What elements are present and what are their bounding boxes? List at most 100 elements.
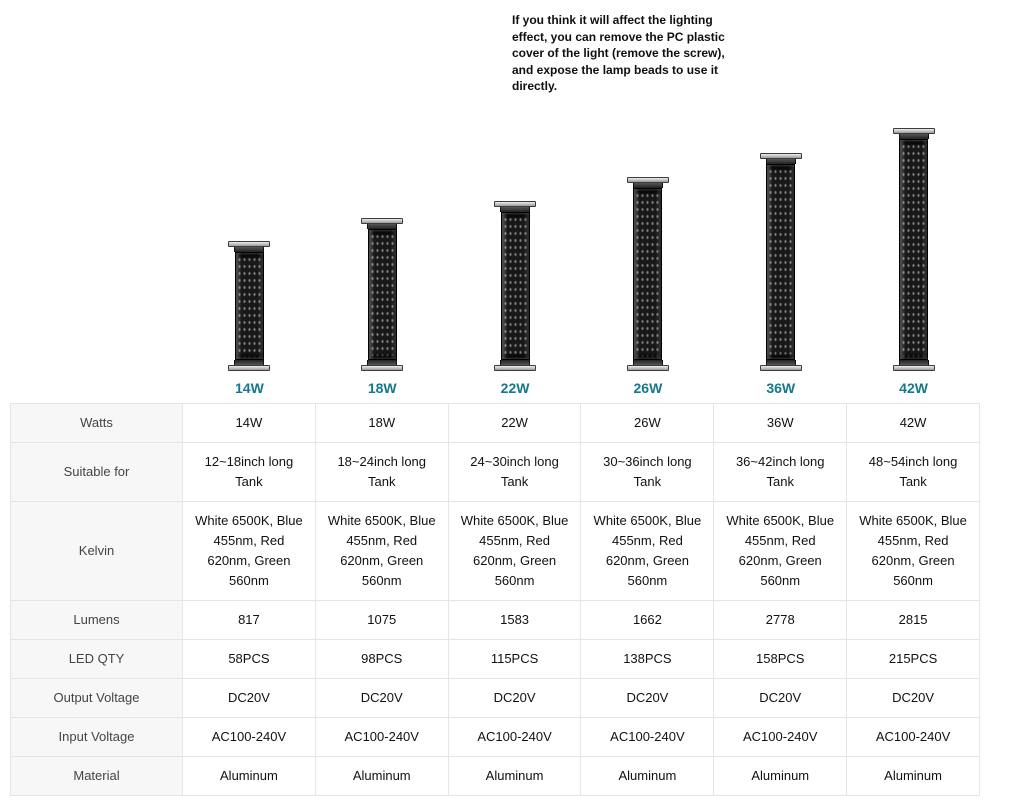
- spec-cell: 1075: [314, 600, 449, 640]
- spec-cell: 14W: [182, 403, 316, 443]
- bottom-bracket-icon: [228, 365, 271, 371]
- spec-cell: 18W: [314, 403, 449, 443]
- spec-cell: 18~24inch long Tank: [314, 442, 449, 502]
- row-header: Lumens: [10, 600, 183, 640]
- table-row: Output Voltage DC20V DC20V DC20V DC20V DC20V D…: [10, 678, 980, 718]
- spec-cell: Aluminum: [447, 756, 582, 796]
- wattage-label: 22W: [500, 380, 530, 396]
- table-row: Lumens 817 1075 1583 1662 2778 2815: [10, 600, 980, 640]
- note-text: If you think it will affect the lighting…: [512, 13, 725, 93]
- row-header: Input Voltage: [10, 717, 183, 757]
- spec-cell: AC100-240V: [580, 717, 715, 757]
- spec-cell: 36~42inch long Tank: [713, 442, 848, 502]
- led-light-image: [361, 218, 404, 371]
- product-column: 26W: [581, 118, 714, 398]
- led-light-image: [494, 201, 537, 371]
- top-stem-icon: [234, 247, 265, 252]
- led-light-image: [228, 241, 271, 371]
- spec-cell: White 6500K, Blue 455nm, Red 620nm, Gree…: [314, 501, 449, 601]
- bottom-stem-icon: [898, 360, 929, 365]
- spec-cell: 138PCS: [580, 639, 715, 679]
- bottom-stem-icon: [632, 360, 663, 365]
- top-bracket-icon: [759, 153, 802, 159]
- spec-cell: DC20V: [846, 678, 980, 718]
- bottom-stem-icon: [367, 360, 398, 365]
- top-stem-icon: [898, 134, 929, 139]
- row-header: Watts: [10, 403, 183, 443]
- led-light-image: [759, 153, 802, 371]
- spec-cell: AC100-240V: [182, 717, 316, 757]
- spec-cell: 158PCS: [713, 639, 848, 679]
- top-bracket-icon: [626, 177, 669, 183]
- spec-cell: 42W: [846, 403, 980, 443]
- lamp-body-icon: [234, 252, 264, 360]
- spec-cell: 817: [182, 600, 316, 640]
- table-row: Watts 14W 18W 22W 26W 36W 42W: [10, 403, 980, 443]
- spec-cell: White 6500K, Blue 455nm, Red 620nm, Gree…: [846, 501, 980, 601]
- spec-cell: White 6500K, Blue 455nm, Red 620nm, Gree…: [713, 501, 848, 601]
- lamp-body-icon: [899, 139, 929, 360]
- top-stem-icon: [632, 183, 663, 188]
- top-stem-icon: [367, 224, 398, 229]
- spec-cell: Aluminum: [182, 756, 316, 796]
- top-stem-icon: [500, 207, 531, 212]
- spec-cell: 2778: [713, 600, 848, 640]
- wattage-label: 14W: [235, 380, 264, 396]
- bottom-stem-icon: [500, 360, 531, 365]
- row-header: Suitable for: [10, 442, 183, 502]
- spec-cell: DC20V: [182, 678, 316, 718]
- row-header: Output Voltage: [10, 678, 183, 718]
- wattage-label: 36W: [766, 380, 796, 396]
- top-bracket-icon: [892, 128, 935, 134]
- table-row: LED QTY 58PCS 98PCS 115PCS 138PCS 158PCS 215PC…: [10, 639, 980, 679]
- spec-cell: 98PCS: [314, 639, 449, 679]
- row-header: Material: [10, 756, 183, 796]
- table-row: Input Voltage AC100-240V AC100-240V AC100-2…: [10, 717, 980, 757]
- spec-cell: AC100-240V: [846, 717, 980, 757]
- spec-cell: 24~30inch long Tank: [447, 442, 582, 502]
- spec-cell: Aluminum: [314, 756, 449, 796]
- spec-cell: AC100-240V: [314, 717, 449, 757]
- bottom-bracket-icon: [626, 365, 669, 371]
- table-row: Material Aluminum Aluminum Aluminum Aluminum…: [10, 756, 980, 796]
- spec-cell: DC20V: [447, 678, 582, 718]
- bottom-stem-icon: [765, 360, 796, 365]
- bottom-bracket-icon: [759, 365, 802, 371]
- spec-cell: 1662: [580, 600, 715, 640]
- top-bracket-icon: [361, 218, 404, 224]
- wattage-label: 42W: [899, 380, 928, 396]
- spec-cell: 115PCS: [447, 639, 582, 679]
- bottom-bracket-icon: [892, 365, 935, 371]
- spec-cell: 36W: [713, 403, 848, 443]
- spec-cell: AC100-240V: [713, 717, 848, 757]
- row-header: LED QTY: [10, 639, 183, 679]
- table-row: Suitable for 12~18inch long Tank 18~24inch…: [10, 442, 980, 502]
- spec-cell: 1583: [447, 600, 582, 640]
- bottom-bracket-icon: [361, 365, 404, 371]
- product-column: 22W: [449, 118, 582, 398]
- spec-cell: 2815: [846, 600, 980, 640]
- product-column: 36W: [714, 118, 847, 398]
- spec-cell: DC20V: [580, 678, 715, 718]
- led-light-image: [626, 177, 669, 371]
- spec-cell: White 6500K, Blue 455nm, Red 620nm, Gree…: [580, 501, 715, 601]
- product-column: 14W: [183, 118, 316, 398]
- spec-cell: Aluminum: [846, 756, 980, 796]
- spec-cell: 48~54inch long Tank: [846, 442, 980, 502]
- wattage-label: 18W: [367, 380, 397, 396]
- spec-cell: AC100-240V: [447, 717, 582, 757]
- led-light-image: [892, 128, 935, 371]
- spec-cell: White 6500K, Blue 455nm, Red 620nm, Gree…: [182, 501, 316, 601]
- lamp-body-icon: [367, 229, 397, 360]
- row-header: Kelvin: [10, 501, 183, 601]
- lamp-body-icon: [500, 212, 530, 360]
- bottom-stem-icon: [234, 360, 265, 365]
- spec-cell: 12~18inch long Tank: [182, 442, 316, 502]
- spec-cell: Aluminum: [580, 756, 715, 796]
- spec-cell: DC20V: [713, 678, 848, 718]
- lamp-body-icon: [633, 188, 663, 360]
- top-bracket-icon: [494, 201, 537, 207]
- top-bracket-icon: [228, 241, 271, 247]
- spec-cell: 58PCS: [182, 639, 316, 679]
